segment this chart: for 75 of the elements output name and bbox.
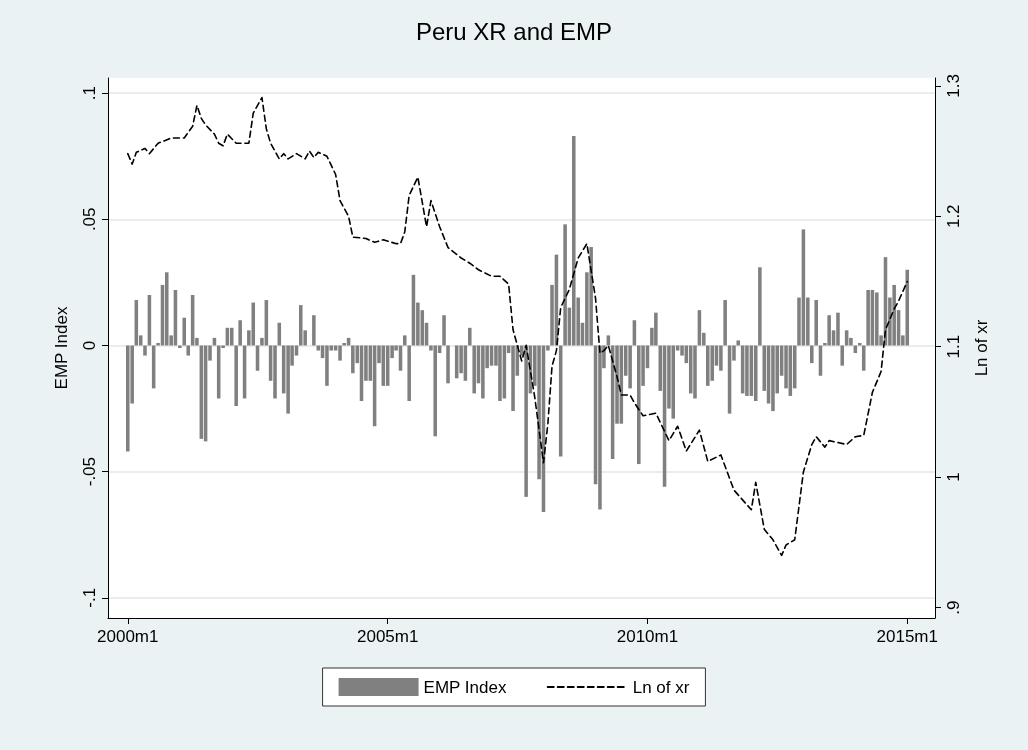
bar bbox=[589, 247, 593, 346]
bar bbox=[654, 312, 658, 346]
y-tick-label: -.05 bbox=[80, 457, 99, 487]
bar bbox=[186, 345, 191, 356]
bar bbox=[286, 345, 290, 414]
legend-label: EMP Index bbox=[423, 677, 507, 697]
bar bbox=[771, 345, 775, 412]
x-tick-label: 2010m1 bbox=[616, 627, 679, 646]
bar bbox=[238, 320, 242, 346]
bar bbox=[628, 345, 632, 389]
bar bbox=[736, 340, 741, 346]
legend-label: Ln of xr bbox=[632, 677, 690, 697]
y-tick-label: -.1 bbox=[80, 587, 99, 608]
bar bbox=[836, 312, 840, 346]
y2-tick-label: 1.3 bbox=[944, 74, 963, 98]
y-tick-label: .05 bbox=[80, 207, 99, 232]
bar bbox=[472, 345, 476, 394]
bar bbox=[840, 345, 845, 366]
bar bbox=[126, 345, 130, 452]
bar bbox=[498, 345, 502, 401]
y2-tick-label: 1.1 bbox=[944, 334, 963, 359]
bar bbox=[433, 345, 437, 437]
bar bbox=[481, 345, 485, 399]
bar bbox=[563, 224, 567, 346]
bar bbox=[598, 345, 602, 510]
bar bbox=[143, 345, 147, 356]
bar bbox=[723, 300, 727, 346]
y-tick-label: .1 bbox=[80, 86, 99, 101]
y-tick-label: 0 bbox=[80, 340, 99, 351]
bar bbox=[637, 345, 641, 465]
bar bbox=[671, 345, 675, 419]
bar bbox=[905, 269, 910, 346]
bar bbox=[230, 327, 234, 346]
bar bbox=[758, 267, 762, 346]
x-tick-label: 2015m1 bbox=[876, 627, 938, 646]
bar bbox=[693, 345, 697, 399]
bar bbox=[351, 345, 355, 374]
bar bbox=[827, 315, 831, 346]
bar bbox=[875, 292, 879, 346]
bar bbox=[511, 345, 515, 412]
line-series bbox=[126, 96, 909, 557]
bar bbox=[446, 345, 450, 384]
bar bbox=[338, 345, 342, 361]
bar bbox=[402, 335, 407, 346]
y-axis-title: EMP Index bbox=[52, 306, 71, 390]
y2-tick-label: .9 bbox=[944, 600, 963, 615]
bar bbox=[312, 315, 316, 346]
x-tick-label: 2000m1 bbox=[97, 627, 159, 646]
bar bbox=[468, 327, 472, 346]
bar bbox=[407, 345, 411, 401]
bar bbox=[234, 345, 238, 407]
x-tick-label: 2005m1 bbox=[356, 627, 419, 646]
bar bbox=[745, 345, 749, 396]
bar bbox=[182, 317, 187, 346]
bar bbox=[524, 345, 528, 497]
bar bbox=[251, 302, 256, 346]
bar bbox=[753, 345, 758, 401]
chart-title: Peru XR and EMP bbox=[415, 17, 613, 45]
y2-tick-label: 1.2 bbox=[944, 204, 963, 229]
bar bbox=[688, 345, 693, 394]
y2-axis-title: Ln of xr bbox=[972, 319, 991, 377]
bar bbox=[299, 305, 303, 346]
bar bbox=[572, 136, 576, 346]
bar bbox=[325, 345, 329, 386]
bar bbox=[810, 345, 814, 364]
bar bbox=[814, 300, 818, 346]
bar bbox=[442, 315, 446, 346]
y2-tick-label: 1 bbox=[944, 472, 963, 482]
bar bbox=[719, 345, 723, 371]
bar bbox=[866, 289, 870, 346]
bar bbox=[164, 272, 169, 346]
bar bbox=[706, 345, 710, 386]
bar bbox=[892, 284, 896, 346]
bar bbox=[178, 345, 182, 348]
bar bbox=[273, 345, 277, 399]
